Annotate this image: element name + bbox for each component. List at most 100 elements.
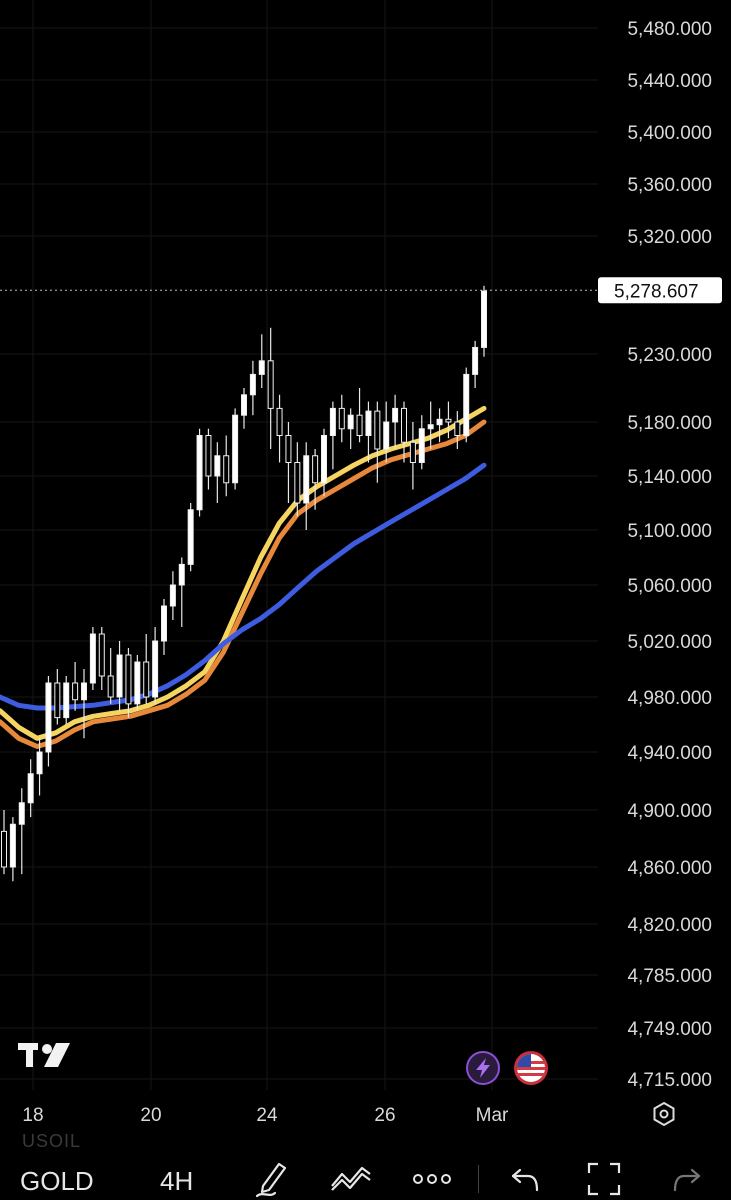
candle — [481, 285, 487, 357]
us-flag-icon[interactable] — [514, 1051, 548, 1085]
candle-body — [18, 802, 25, 825]
candle-body — [383, 421, 390, 450]
symbol-button[interactable]: GOLD — [20, 1166, 94, 1196]
candle — [294, 442, 301, 517]
indicators-icon[interactable] — [330, 1164, 372, 1192]
candle-body — [134, 661, 141, 705]
candle-body — [178, 563, 185, 586]
price-axis-label: 4,785.000 — [627, 966, 712, 987]
fullscreen-icon[interactable] — [587, 1162, 621, 1196]
candle-body — [241, 394, 247, 416]
candle-body — [454, 421, 461, 436]
candle — [116, 641, 123, 711]
candle — [409, 422, 416, 490]
price-axis-label: 5,140.000 — [627, 467, 712, 488]
candle — [45, 676, 52, 767]
candle — [223, 435, 230, 497]
candle-body — [98, 633, 105, 677]
price-axis-label: 4,749.000 — [627, 1019, 712, 1040]
candle — [241, 388, 247, 429]
ema-line-3 — [0, 462, 487, 711]
candle-body — [89, 633, 96, 684]
candle — [321, 428, 327, 497]
candle — [214, 442, 221, 503]
candle — [338, 394, 345, 443]
candle-body — [72, 682, 79, 701]
candle — [18, 788, 25, 875]
candle — [54, 669, 61, 725]
undo-icon[interactable] — [510, 1166, 540, 1192]
price-axis-label: 4,715.000 — [627, 1070, 712, 1091]
tradingview-logo-icon[interactable] — [18, 1043, 70, 1067]
pen-icon[interactable] — [255, 1158, 291, 1198]
price-axis-label: 5,480.000 — [627, 19, 712, 40]
time-axis-label: 24 — [256, 1105, 278, 1126]
price-chart[interactable]: 5,480.000 5,440.000 5,400.000 5,360.000 5,32… — [0, 0, 731, 1140]
candle-body — [436, 418, 443, 426]
candle-body — [338, 407, 345, 430]
price-axis-label: 5,440.000 — [627, 71, 712, 92]
candle — [347, 408, 354, 449]
candle — [427, 401, 434, 449]
candle-body — [36, 751, 43, 775]
current-price-value: 5,278.607 — [614, 281, 699, 302]
candle-body — [347, 414, 354, 430]
price-axis-label: 5,100.000 — [627, 521, 712, 542]
candle-body — [321, 435, 327, 484]
candle-body — [196, 435, 203, 511]
price-axis-label: 5,400.000 — [627, 123, 712, 144]
candle-body — [63, 682, 70, 719]
candle — [134, 655, 141, 711]
candle-body — [312, 455, 319, 484]
price-axis-label: 5,230.000 — [627, 345, 712, 366]
price-axis-label: 4,980.000 — [627, 688, 712, 709]
candle — [303, 442, 310, 530]
candle-body — [1, 830, 7, 868]
candle — [436, 408, 443, 443]
chart-grid — [0, 0, 598, 1090]
candle-body — [365, 410, 372, 436]
candle — [178, 557, 185, 627]
candle — [27, 759, 34, 818]
time-axis-label: 18 — [22, 1105, 43, 1126]
candle-body — [143, 661, 150, 698]
candle-body — [267, 360, 274, 409]
candle-body — [27, 773, 34, 804]
candle — [472, 340, 479, 388]
gear-icon[interactable] — [653, 1101, 675, 1127]
candle — [143, 634, 150, 704]
candle-body — [445, 418, 452, 423]
candle-body — [356, 414, 363, 437]
candle-body — [107, 675, 114, 698]
ema-lines — [0, 405, 487, 749]
candle-body — [401, 407, 407, 443]
candle-body — [329, 407, 336, 436]
price-axis-label: 5,180.000 — [627, 413, 712, 434]
candle-body — [125, 654, 132, 705]
candle — [196, 428, 203, 517]
candle-body — [54, 682, 61, 719]
candle-body — [276, 407, 283, 436]
price-axis-label: 4,900.000 — [627, 801, 712, 822]
bottom-toolbar: GOLD 4H — [0, 1150, 731, 1200]
redo-icon[interactable] — [672, 1166, 702, 1192]
candle — [36, 738, 43, 796]
candle — [383, 401, 390, 463]
candle — [98, 627, 105, 690]
candle-body — [232, 414, 239, 484]
price-axis-label: 5,320.000 — [627, 227, 712, 248]
candle — [276, 394, 283, 463]
candle — [81, 669, 87, 739]
price-axis[interactable]: 5,480.000 5,440.000 5,400.000 5,360.000 5,32… — [627, 19, 712, 1091]
interval-button[interactable]: 4H — [160, 1166, 194, 1196]
candle-body — [285, 435, 292, 463]
candle — [392, 394, 399, 449]
candle-body — [116, 654, 123, 698]
candle-body — [409, 441, 416, 463]
candle-body — [392, 407, 399, 423]
candle — [72, 662, 79, 711]
time-axis[interactable]: 18 20 24 26 Mar — [22, 1105, 509, 1126]
toolbar-divider — [478, 1165, 479, 1193]
lightning-icon[interactable] — [466, 1051, 500, 1085]
more-icon[interactable] — [412, 1172, 452, 1186]
